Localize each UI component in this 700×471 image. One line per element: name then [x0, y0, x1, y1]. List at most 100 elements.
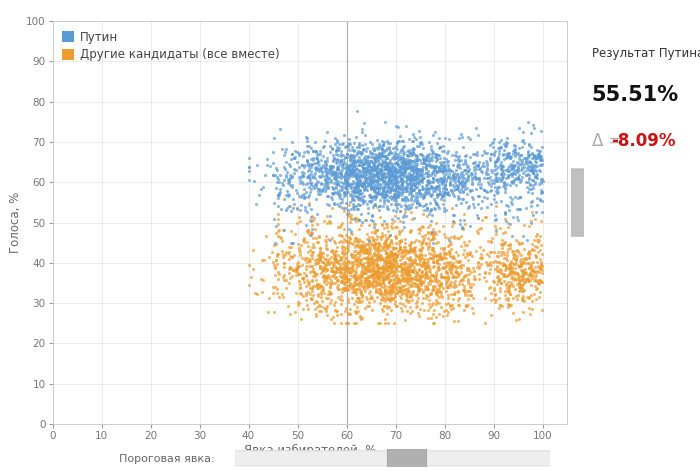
Point — [281, 284, 292, 292]
Point — [284, 244, 295, 251]
Point — [420, 273, 431, 280]
Point — [445, 263, 456, 271]
Point — [311, 238, 322, 246]
Point — [390, 166, 401, 173]
Point — [358, 248, 370, 255]
Point — [364, 259, 375, 266]
Point — [367, 282, 378, 289]
Point — [341, 264, 352, 272]
Point — [332, 146, 343, 154]
Point — [328, 189, 339, 196]
Point — [385, 293, 396, 301]
Point — [498, 173, 509, 180]
Point — [522, 160, 533, 168]
Point — [448, 290, 459, 297]
Point — [496, 302, 507, 310]
Point — [497, 241, 508, 248]
Point — [370, 271, 382, 278]
Point — [404, 244, 415, 252]
Point — [517, 273, 528, 280]
Point — [415, 159, 426, 166]
Point — [405, 268, 416, 275]
Point — [346, 294, 357, 301]
Point — [414, 274, 426, 281]
Point — [297, 161, 308, 169]
Point — [496, 240, 507, 248]
Point — [505, 274, 517, 282]
Point — [321, 244, 332, 252]
Point — [414, 226, 425, 234]
Point — [363, 166, 374, 174]
Point — [336, 179, 347, 186]
Point — [412, 269, 423, 276]
Point — [398, 149, 409, 157]
Point — [312, 303, 323, 310]
Point — [499, 272, 510, 279]
Point — [430, 291, 441, 298]
Point — [424, 300, 435, 308]
Point — [492, 273, 503, 281]
Point — [305, 295, 316, 303]
Point — [480, 168, 491, 176]
Point — [334, 264, 345, 272]
Point — [380, 180, 391, 187]
Point — [361, 253, 372, 260]
Point — [528, 268, 539, 276]
Point — [391, 290, 402, 297]
Point — [414, 265, 425, 273]
Point — [536, 242, 547, 249]
Point — [525, 250, 536, 258]
Point — [432, 256, 443, 264]
Point — [489, 279, 500, 286]
Point — [402, 157, 414, 165]
Point — [416, 177, 427, 184]
Point — [318, 217, 329, 225]
Point — [473, 174, 484, 181]
Point — [302, 148, 314, 155]
Point — [382, 268, 393, 275]
Point — [435, 288, 447, 296]
Point — [379, 146, 390, 154]
Point — [369, 162, 380, 169]
Point — [447, 252, 458, 260]
Point — [433, 281, 444, 288]
Point — [410, 243, 421, 251]
Point — [390, 173, 401, 180]
Point — [484, 187, 495, 195]
Point — [442, 275, 454, 282]
Point — [300, 221, 312, 229]
Point — [391, 266, 402, 273]
Point — [270, 171, 281, 179]
Point — [334, 223, 345, 230]
Point — [301, 156, 312, 164]
Point — [382, 273, 393, 280]
Point — [376, 189, 387, 197]
Point — [533, 151, 544, 158]
Point — [395, 181, 407, 188]
Point — [377, 150, 388, 157]
Point — [363, 240, 374, 247]
Point — [420, 191, 431, 198]
Point — [316, 269, 327, 277]
Point — [351, 183, 362, 190]
Point — [412, 179, 423, 187]
Point — [379, 156, 391, 163]
Point — [399, 208, 410, 215]
Point — [395, 165, 407, 173]
Point — [380, 189, 391, 196]
Point — [404, 247, 415, 255]
Point — [448, 173, 459, 180]
Point — [393, 247, 404, 255]
Point — [358, 245, 369, 253]
Point — [384, 239, 395, 247]
Point — [506, 301, 517, 309]
Point — [319, 278, 330, 285]
Point — [299, 148, 310, 155]
Point — [346, 272, 358, 280]
Point — [272, 251, 283, 258]
Point — [371, 177, 382, 184]
Point — [451, 268, 462, 275]
Point — [505, 153, 516, 161]
Point — [351, 242, 362, 249]
Point — [344, 283, 356, 290]
